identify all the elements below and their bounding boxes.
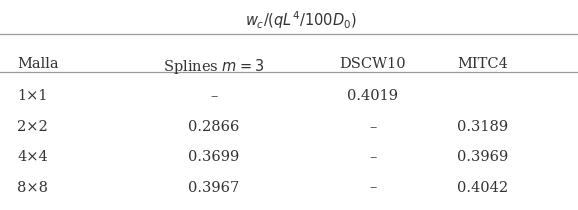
Text: 1×1: 1×1 — [17, 89, 48, 103]
Text: 0.2866: 0.2866 — [188, 120, 239, 134]
Text: –: – — [369, 150, 376, 164]
Text: 0.3967: 0.3967 — [188, 181, 239, 195]
Text: 0.3699: 0.3699 — [188, 150, 239, 164]
Text: 0.3969: 0.3969 — [457, 150, 508, 164]
Text: 0.4042: 0.4042 — [457, 181, 508, 195]
Text: –: – — [369, 181, 376, 195]
Text: 0.4019: 0.4019 — [347, 89, 398, 103]
Text: Splines $m = 3$: Splines $m = 3$ — [163, 57, 265, 76]
Text: 8×8: 8×8 — [17, 181, 49, 195]
Text: 0.3189: 0.3189 — [457, 120, 508, 134]
Text: MITC4: MITC4 — [457, 57, 508, 71]
Text: –: – — [369, 120, 376, 134]
Text: Malla: Malla — [17, 57, 59, 71]
Text: 2×2: 2×2 — [17, 120, 48, 134]
Text: 4×4: 4×4 — [17, 150, 48, 164]
Text: $w_c/(qL^4/100D_0)$: $w_c/(qL^4/100D_0)$ — [244, 9, 357, 31]
Text: –: – — [210, 89, 217, 103]
Text: DSCW10: DSCW10 — [339, 57, 406, 71]
